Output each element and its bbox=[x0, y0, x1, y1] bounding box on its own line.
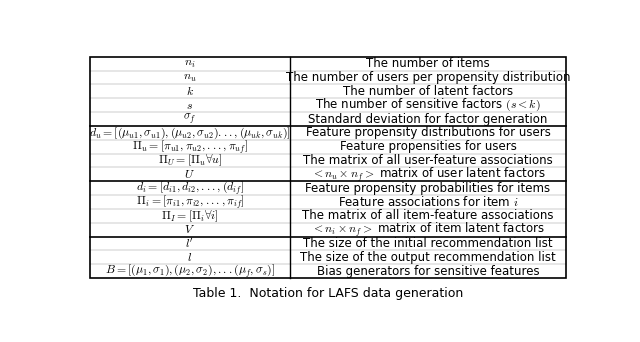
Text: The size of the initial recommendation list: The size of the initial recommendation l… bbox=[303, 237, 553, 250]
Text: $n_i$: $n_i$ bbox=[184, 57, 196, 70]
Text: The number of latent factors: The number of latent factors bbox=[343, 85, 513, 98]
Text: $k$: $k$ bbox=[186, 85, 194, 98]
Text: $\Pi_u = [\pi_{u1}, \pi_{u2}, ..., \pi_{uf}]$: $\Pi_u = [\pi_{u1}, \pi_{u2}, ..., \pi_{… bbox=[132, 138, 248, 156]
Text: The number of users per propensity distribution: The number of users per propensity distr… bbox=[285, 71, 570, 84]
Text: Bias generators for sensitive features: Bias generators for sensitive features bbox=[317, 265, 540, 278]
Text: $< n_i \times n_f >$ matrix of item latent factors: $< n_i \times n_f >$ matrix of item late… bbox=[311, 220, 545, 239]
Text: The matrix of all item-feature associations: The matrix of all item-feature associati… bbox=[302, 209, 554, 222]
Text: $U$: $U$ bbox=[184, 168, 195, 181]
Text: Feature propensity distributions for users: Feature propensity distributions for use… bbox=[305, 127, 550, 140]
Text: Feature propensity probabilities for items: Feature propensity probabilities for ite… bbox=[305, 182, 550, 195]
Text: $B = [(\mu_1, \sigma_1), (\mu_2, \sigma_2), ...(\mu_f, \sigma_s)]$: $B = [(\mu_1, \sigma_1), (\mu_2, \sigma_… bbox=[105, 263, 275, 280]
Text: The number of items: The number of items bbox=[366, 57, 490, 70]
Text: The number of sensitive factors $(s < k)$: The number of sensitive factors $(s < k)… bbox=[316, 97, 541, 113]
Text: $d_u = [(\mu_{u1}, \sigma_{u1}), (\mu_{u2}, \sigma_{u2})..., (\mu_{uk}, \sigma_{: $d_u = [(\mu_{u1}, \sigma_{u1}), (\mu_{u… bbox=[89, 125, 291, 141]
Text: $d_i = [d_{i1}, d_{i2}, ..., (d_{if}]$: $d_i = [d_{i1}, d_{i2}, ..., (d_{if}]$ bbox=[136, 179, 244, 197]
Text: Standard deviation for factor generation: Standard deviation for factor generation bbox=[308, 113, 548, 126]
Text: The size of the output recommendation list: The size of the output recommendation li… bbox=[300, 251, 556, 264]
Text: $l$: $l$ bbox=[188, 251, 193, 264]
Text: $n_u$: $n_u$ bbox=[183, 71, 196, 84]
Text: Feature propensities for users: Feature propensities for users bbox=[340, 140, 516, 153]
Text: Feature associations for item $i$: Feature associations for item $i$ bbox=[338, 195, 518, 209]
Text: $l'$: $l'$ bbox=[186, 236, 195, 251]
Text: $s$: $s$ bbox=[186, 99, 193, 112]
Text: $\sigma_f$: $\sigma_f$ bbox=[183, 112, 196, 126]
Text: $< n_u \times n_f >$ matrix of user latent factors: $< n_u \times n_f >$ matrix of user late… bbox=[310, 165, 545, 184]
Text: $\Pi_I = [\Pi_i \forall i]$: $\Pi_I = [\Pi_i \forall i]$ bbox=[161, 208, 219, 224]
Text: The matrix of all user-feature associations: The matrix of all user-feature associati… bbox=[303, 154, 553, 167]
Text: Table 1.  Notation for LAFS data generation: Table 1. Notation for LAFS data generati… bbox=[193, 287, 463, 300]
Text: $V$: $V$ bbox=[184, 223, 195, 236]
Text: $\Pi_i = [\pi_{i1}, \pi_{i2}, ..., \pi_{if}]$: $\Pi_i = [\pi_{i1}, \pi_{i2}, ..., \pi_{… bbox=[136, 193, 244, 211]
Text: $\Pi_U = [\Pi_u \forall u]$: $\Pi_U = [\Pi_u \forall u]$ bbox=[157, 153, 222, 168]
Bar bbox=[90, 57, 566, 278]
